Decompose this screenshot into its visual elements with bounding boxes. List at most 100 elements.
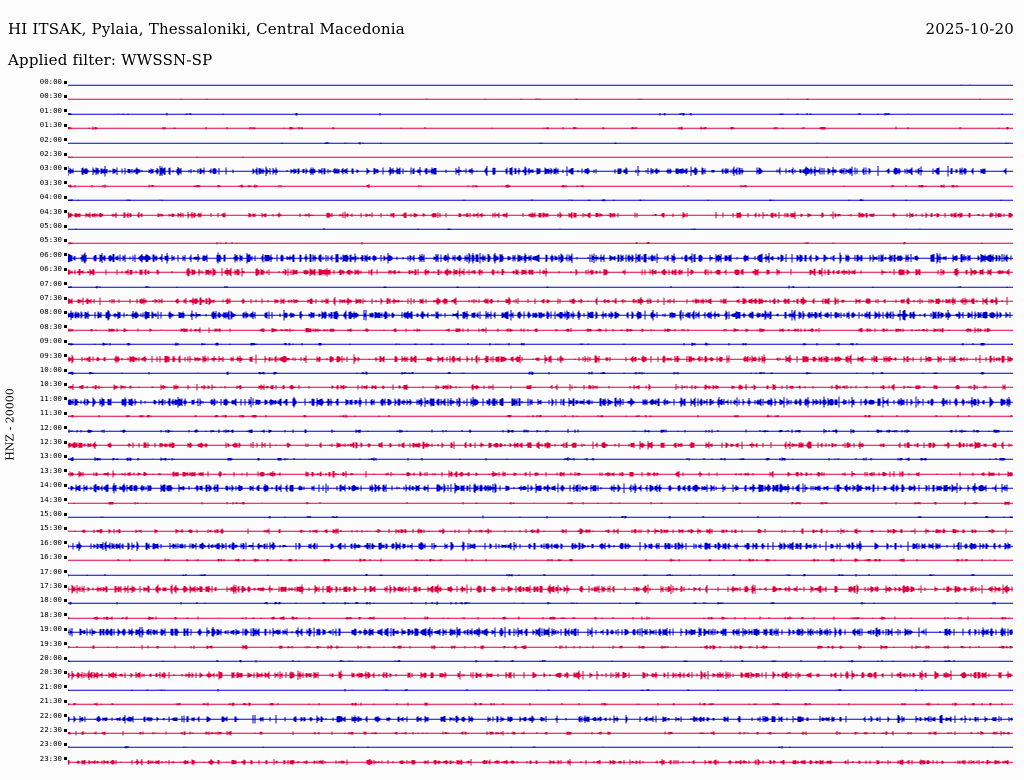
seismic-trace <box>68 500 1013 505</box>
trace-row: 05:00 <box>0 222 1024 236</box>
applied-filter-label: Applied filter: WWSSN-SP <box>8 51 213 69</box>
seismic-trace <box>68 371 1013 375</box>
trace-row: 15:00 <box>0 510 1024 524</box>
axis-tick <box>64 526 67 530</box>
axis-tick <box>64 642 67 646</box>
axis-tick <box>64 282 67 286</box>
trace-row: 04:30 <box>0 206 1024 222</box>
axis-tick <box>64 166 67 170</box>
axis-tick <box>64 426 67 430</box>
axis-tick <box>64 714 67 718</box>
trace-row: 22:30 <box>0 726 1024 740</box>
trace-time-label: 10:00 <box>39 365 62 374</box>
trace-row: 20:00 <box>0 654 1024 668</box>
trace-row: 12:30 <box>0 438 1024 452</box>
trace-row: 11:00 <box>0 394 1024 409</box>
trace-time-label: 00:00 <box>39 77 62 86</box>
trace-time-label: 08:30 <box>39 321 62 331</box>
trace-time-label: 05:00 <box>39 221 62 230</box>
trace-time-label: 14:00 <box>39 480 62 490</box>
seismic-trace <box>68 98 1013 101</box>
trace-time-label: 10:30 <box>39 379 62 389</box>
trace-time-label: 18:00 <box>39 595 62 605</box>
trace-time-label: 02:30 <box>39 149 62 158</box>
axis-tick <box>64 685 67 689</box>
trace-time-label: 04:00 <box>39 192 62 202</box>
axis-tick <box>64 483 67 487</box>
axis-tick <box>64 382 67 386</box>
trace-time-label: 16:00 <box>39 537 62 547</box>
seismic-trace <box>68 746 1013 749</box>
axis-tick <box>64 541 67 545</box>
axis-tick <box>64 138 67 142</box>
trace-time-label: 15:00 <box>39 509 62 518</box>
axis-tick <box>64 397 67 401</box>
axis-tick <box>64 80 67 84</box>
trace-row: 06:30 <box>0 265 1024 279</box>
trace-time-label: 19:00 <box>39 624 62 634</box>
seismic-trace <box>68 268 1013 277</box>
seismic-trace <box>68 285 1013 289</box>
seismic-trace <box>68 584 1013 594</box>
seismic-trace <box>68 354 1013 364</box>
axis-tick <box>64 656 67 660</box>
trace-row: 19:00 <box>0 625 1024 639</box>
seismic-trace <box>68 616 1013 620</box>
trace-row: 02:30 <box>0 150 1024 164</box>
trace-time-label: 21:30 <box>39 696 62 706</box>
axis-tick <box>64 210 67 214</box>
seismic-trace <box>68 184 1013 188</box>
axis-tick <box>64 224 67 228</box>
trace-time-label: 20:30 <box>39 667 62 677</box>
trace-time-label: 04:30 <box>39 206 62 216</box>
trace-row: 16:00 <box>0 537 1024 553</box>
trace-time-label: 23:00 <box>39 739 62 749</box>
seismic-trace <box>68 228 1013 231</box>
trace-row: 02:00 <box>0 135 1024 150</box>
trace-row: 14:30 <box>0 495 1024 510</box>
trace-time-label: 12:00 <box>39 422 62 432</box>
axis-tick <box>64 296 67 300</box>
axis-tick <box>64 109 67 113</box>
trace-time-label: 09:00 <box>39 336 62 346</box>
seismic-trace <box>68 327 1013 333</box>
axis-tick <box>64 253 67 257</box>
trace-time-label: 23:30 <box>39 753 62 763</box>
trace-row: 17:30 <box>0 582 1024 596</box>
seismic-trace <box>68 714 1013 724</box>
seismic-trace <box>68 414 1013 419</box>
seismic-trace <box>68 627 1013 638</box>
seismic-trace <box>68 528 1013 535</box>
seismic-trace <box>68 141 1013 144</box>
trace-row: 21:00 <box>0 681 1024 697</box>
trace-row: 10:30 <box>0 380 1024 394</box>
trace-time-label: 21:00 <box>39 681 62 691</box>
trace-row: 01:30 <box>0 121 1024 135</box>
trace-time-label: 17:00 <box>39 566 62 576</box>
trace-row: 19:30 <box>0 639 1024 654</box>
trace-time-label: 01:30 <box>39 120 62 130</box>
trace-row: 22:00 <box>0 710 1024 726</box>
axis-tick <box>64 368 67 372</box>
seismic-trace <box>68 670 1013 681</box>
trace-time-label: 22:00 <box>39 710 62 720</box>
trace-row: 04:00 <box>0 193 1024 207</box>
seismic-trace <box>68 396 1013 408</box>
trace-row: 10:00 <box>0 366 1024 380</box>
axis-tick <box>64 498 67 502</box>
axis-tick <box>64 555 67 559</box>
record-date: 2025-10-20 <box>925 20 1014 38</box>
axis-tick <box>64 598 67 602</box>
seismic-trace <box>68 515 1013 519</box>
trace-time-label: 08:00 <box>39 307 62 317</box>
seismic-trace <box>68 126 1013 131</box>
trace-time-label: 17:30 <box>39 581 62 590</box>
trace-row: 14:00 <box>0 481 1024 495</box>
trace-row: 05:30 <box>0 236 1024 250</box>
seismic-trace <box>68 541 1013 551</box>
trace-row: 13:30 <box>0 465 1024 481</box>
seismic-trace <box>68 384 1013 391</box>
trace-time-label: 13:30 <box>39 465 62 475</box>
trace-time-label: 05:30 <box>39 235 62 245</box>
